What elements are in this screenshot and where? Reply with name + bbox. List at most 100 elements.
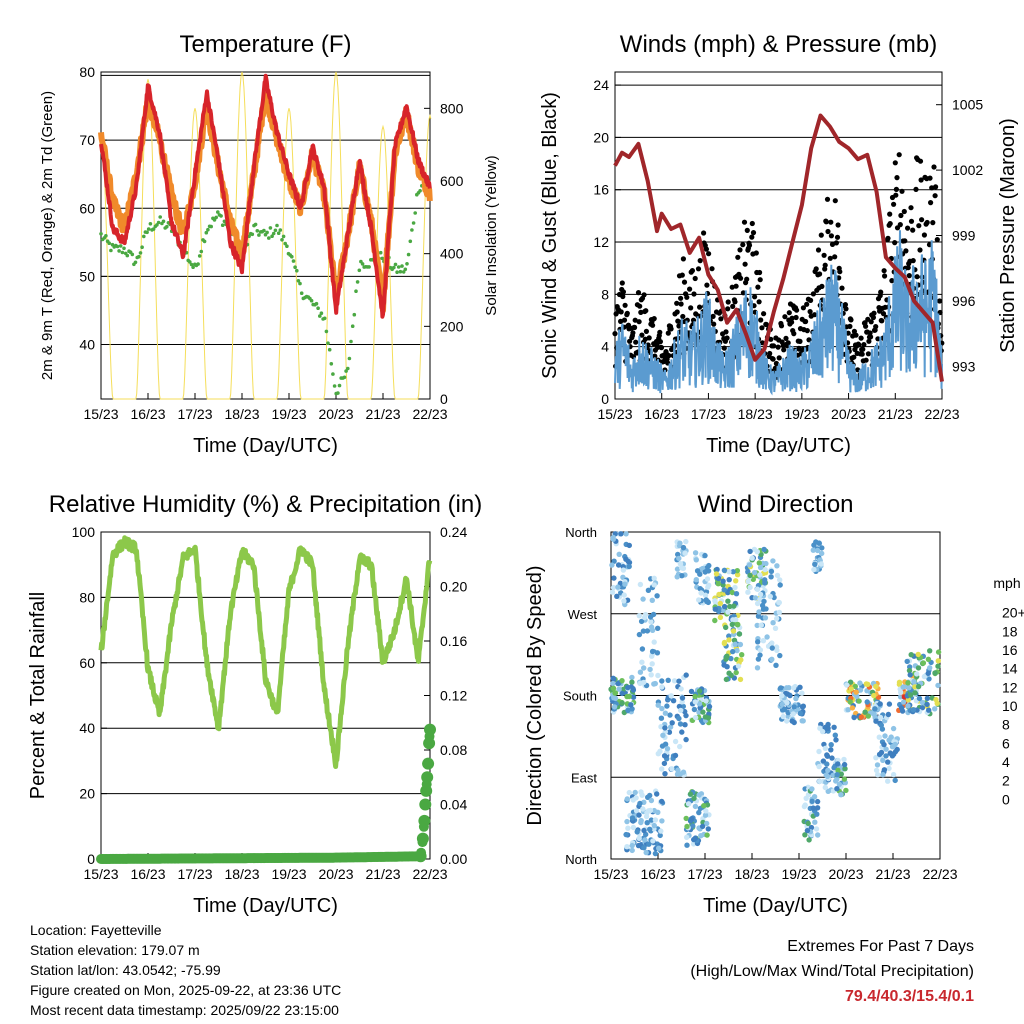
direction-point <box>905 680 911 686</box>
dewpoint-point <box>265 230 269 235</box>
direction-point <box>683 538 689 545</box>
gust-point <box>896 152 902 158</box>
direction-point <box>932 706 938 712</box>
direction-point <box>679 695 686 701</box>
y-tick-label: 24 <box>593 77 609 93</box>
direction-point <box>682 722 688 728</box>
direction-point <box>704 576 711 582</box>
direction-point <box>818 561 824 567</box>
direction-point <box>640 806 646 812</box>
direction-point <box>621 592 627 598</box>
gust-point <box>839 285 845 291</box>
gust-point <box>749 234 755 240</box>
direction-point <box>784 700 790 706</box>
gust-point <box>856 342 862 348</box>
direction-point <box>629 815 636 821</box>
dewpoint-point <box>403 267 408 272</box>
x-tick-label: 22/23 <box>922 866 957 882</box>
direction-point <box>684 842 690 848</box>
direction-point <box>894 746 900 753</box>
direction-point <box>814 547 821 554</box>
direction-point <box>760 638 767 644</box>
direction-series <box>608 531 942 857</box>
direction-point <box>878 722 884 728</box>
gust-point <box>612 331 618 337</box>
direction-point <box>716 591 722 598</box>
gust-point <box>725 299 731 305</box>
gust-point <box>875 336 881 342</box>
plot-frame <box>100 531 431 860</box>
dewpoint-point <box>209 224 213 229</box>
legend-label: 14 <box>1002 661 1018 677</box>
dewpoint-point <box>122 246 126 251</box>
gust-point <box>908 205 914 211</box>
direction-point <box>730 628 737 634</box>
gust-point <box>861 342 867 348</box>
direction-point <box>898 689 904 695</box>
direction-point <box>809 786 815 792</box>
dewpoint-point <box>257 233 261 237</box>
gust-point <box>835 222 841 228</box>
y2-tick-label: 1002 <box>952 162 983 178</box>
direction-point <box>756 609 762 615</box>
direction-point <box>615 584 621 590</box>
x-tick-label: 22/23 <box>924 406 959 422</box>
y2-tick-label: 0.00 <box>440 851 467 867</box>
precip-point <box>422 757 435 770</box>
y-tick-label: 20 <box>79 786 95 802</box>
direction-point <box>871 692 877 699</box>
direction-point <box>747 572 753 579</box>
gust-point <box>789 315 795 321</box>
direction-point <box>865 713 871 719</box>
dewpoint-point <box>346 366 350 371</box>
gust-point <box>918 177 924 183</box>
gust-point <box>620 289 627 295</box>
direction-point <box>610 584 617 591</box>
gust-point <box>749 220 755 227</box>
station-info: Location: Fayetteville Station elevation… <box>30 920 341 1020</box>
gust-point <box>906 273 912 279</box>
direction-point <box>768 574 774 580</box>
direction-point <box>658 715 665 721</box>
direction-point <box>755 656 762 662</box>
dewpoint-point <box>146 227 151 231</box>
direction-point <box>812 819 818 825</box>
direction-point <box>657 832 663 839</box>
gust-point <box>725 306 731 312</box>
direction-point <box>854 693 860 699</box>
y2-tick-label: 1005 <box>952 97 983 113</box>
x-tick-label: 15/23 <box>83 866 118 882</box>
gust-point <box>737 247 743 253</box>
direction-point <box>780 713 786 720</box>
gust-point <box>804 328 810 334</box>
x-tick-label: 20/23 <box>318 866 353 882</box>
gust-point <box>703 246 710 252</box>
direction-point <box>706 562 712 569</box>
direction-point <box>680 769 687 775</box>
gust-point <box>829 241 836 247</box>
direction-point <box>693 577 699 583</box>
gust-point <box>860 346 866 352</box>
dewpoint-point <box>188 260 192 264</box>
gust-point <box>709 266 715 272</box>
y-tick-label: 0 <box>601 391 609 407</box>
direction-point <box>697 586 703 592</box>
direction-point <box>692 835 699 841</box>
direction-point <box>641 665 647 671</box>
dewpoint-point <box>268 226 273 230</box>
y-axis-label: Direction (Colored By Speed) <box>524 565 546 825</box>
direction-point <box>808 824 815 831</box>
direction-point <box>779 693 785 699</box>
gust-point <box>924 219 930 226</box>
x-tick-label: 16/23 <box>640 866 675 882</box>
panel-title: Wind Direction <box>697 491 853 518</box>
direction-point <box>873 755 879 761</box>
direction-point <box>647 807 654 814</box>
direction-point <box>747 584 753 591</box>
dewpoint-point <box>202 239 207 244</box>
gust-point <box>879 318 885 324</box>
direction-point <box>630 685 636 692</box>
x-tick-label: 21/23 <box>365 406 400 422</box>
latlon-text: Station lat/lon: 43.0542; -75.99 <box>30 962 221 978</box>
gust-point <box>825 228 831 235</box>
